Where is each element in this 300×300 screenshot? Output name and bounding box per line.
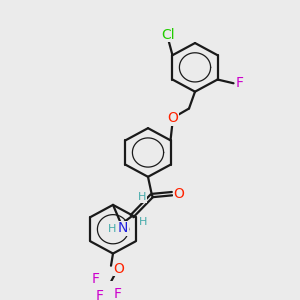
Text: N: N bbox=[118, 221, 128, 235]
Text: H: H bbox=[139, 217, 147, 227]
Text: F: F bbox=[236, 76, 244, 90]
Text: O: O bbox=[114, 262, 124, 275]
Text: O: O bbox=[168, 111, 178, 125]
Text: F: F bbox=[92, 272, 100, 286]
Text: O: O bbox=[174, 187, 184, 201]
Text: H: H bbox=[108, 224, 116, 234]
Text: H: H bbox=[138, 192, 146, 203]
Text: Cl: Cl bbox=[162, 28, 175, 42]
Text: F: F bbox=[114, 287, 122, 300]
Text: F: F bbox=[96, 289, 104, 300]
